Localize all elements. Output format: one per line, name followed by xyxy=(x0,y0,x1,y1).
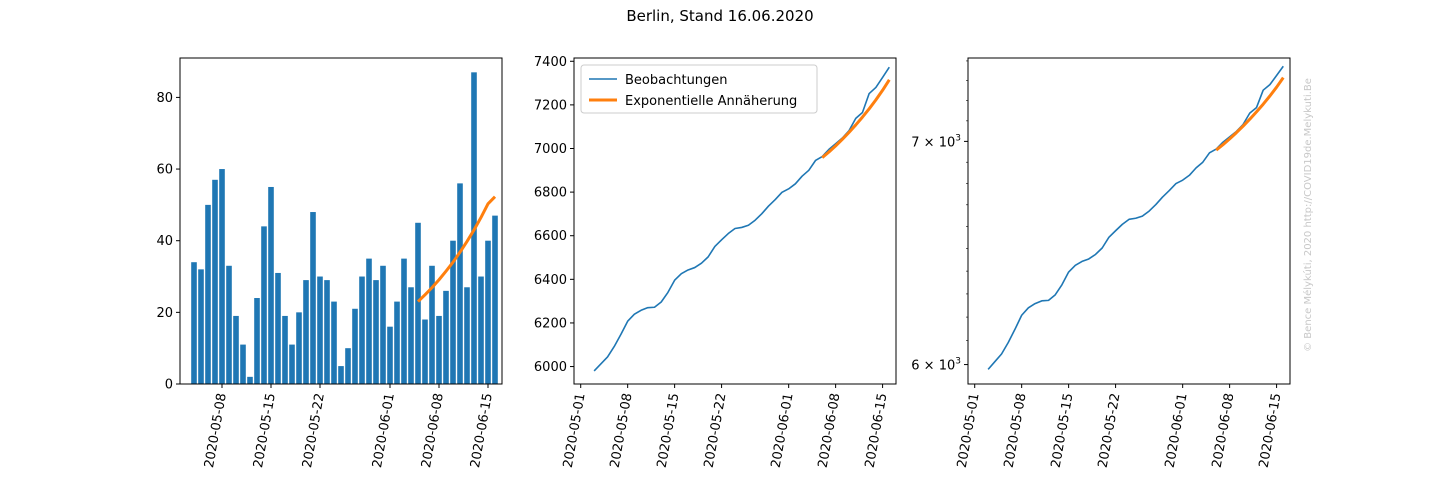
log-chart-ytick-base: 7 × 10 xyxy=(911,135,955,150)
daily-bar xyxy=(457,183,463,384)
daily-bar xyxy=(324,280,330,384)
linear-chart-xtick-label: 2020-05-08 xyxy=(608,392,636,469)
daily-bar xyxy=(478,276,484,384)
daily-bar xyxy=(240,344,246,384)
daily-bar xyxy=(282,315,288,384)
daily-bar xyxy=(310,212,316,384)
bar-chart-xtick-label: 2020-05-08 xyxy=(202,392,230,469)
daily-bar xyxy=(366,258,372,384)
daily-bar xyxy=(198,269,204,384)
log-chart-xtick-label: 2020-05-22 xyxy=(1096,392,1124,469)
daily-bar xyxy=(191,262,197,384)
linear-chart-xtick-label: 2020-05-15 xyxy=(655,392,683,469)
log-chart-xtick-label: 2020-06-01 xyxy=(1163,392,1191,469)
daily-bar xyxy=(422,319,428,384)
daily-bar xyxy=(352,308,358,384)
daily-bar xyxy=(268,186,274,384)
daily-bar xyxy=(226,265,232,384)
linear-chart-axes-frame xyxy=(573,57,897,385)
linear-chart-xtick-label: 2020-05-22 xyxy=(702,392,730,469)
daily-bar xyxy=(450,240,456,384)
daily-bar xyxy=(401,258,407,384)
daily-bar xyxy=(387,326,393,384)
daily-new-cases-bar-chart: 2020-05-08 2020-05-15 2020-05-22 2020-06-01… xyxy=(156,57,503,469)
daily-bar xyxy=(373,280,379,384)
daily-bar xyxy=(212,179,218,384)
linear-chart-ytick-label: 6600 xyxy=(534,229,567,244)
daily-bar xyxy=(233,315,239,384)
log-chart-ytick-label: 7 × 103 xyxy=(911,133,961,150)
linear-chart-ytick-label: 7000 xyxy=(534,142,567,157)
daily-bar xyxy=(219,169,225,384)
daily-bar xyxy=(359,276,365,384)
daily-bar xyxy=(429,265,435,384)
bar-chart-ytick-label: 20 xyxy=(156,306,173,321)
log-chart-ytick-exponent: 3 xyxy=(955,133,961,143)
daily-bar xyxy=(303,280,309,384)
bar-chart-xtick-label: 2020-05-15 xyxy=(251,392,279,469)
daily-bar xyxy=(247,376,253,384)
legend-fit-label: Exponentielle Annäherung xyxy=(625,94,797,109)
bar-chart-ytick-label: 60 xyxy=(156,163,173,178)
linear-chart-ytick-label: 7200 xyxy=(534,98,567,113)
copyright-watermark: © Bence Mélykúti, 2020 http://COVID19de.… xyxy=(1302,78,1314,352)
linear-chart-ytick-label: 6400 xyxy=(534,273,567,288)
daily-bar xyxy=(394,301,400,384)
linear-chart-ytick-label: 7400 xyxy=(534,55,567,70)
bar-chart-xtick-label: 2020-06-15 xyxy=(468,392,496,469)
exponential-fit-line xyxy=(821,79,891,159)
daily-bar xyxy=(415,222,421,384)
bar-chart-xtick-label: 2020-05-22 xyxy=(300,392,328,469)
daily-fit-line xyxy=(416,195,497,303)
daily-bar xyxy=(254,298,260,384)
log-chart-ytick-exponent: 3 xyxy=(955,357,961,367)
linear-chart-ytick-label: 6200 xyxy=(534,316,567,331)
bar-chart-ytick-label: 80 xyxy=(156,91,173,106)
daily-bar xyxy=(275,272,281,384)
linear-chart-ytick-label: 6000 xyxy=(534,360,567,375)
log-chart-xtick-label: 2020-06-08 xyxy=(1210,392,1238,469)
bar-chart-ytick-label: 40 xyxy=(156,234,173,249)
daily-bar xyxy=(345,348,351,384)
daily-bar xyxy=(485,240,491,384)
daily-bar xyxy=(338,366,344,384)
log-exponential-fit-line xyxy=(1215,76,1285,152)
daily-bar xyxy=(436,315,442,384)
log-chart-xtick-label: 2020-05-15 xyxy=(1049,392,1077,469)
daily-bar xyxy=(331,301,337,384)
daily-bar xyxy=(317,276,323,384)
linear-chart-xtick-label: 2020-05-01 xyxy=(561,392,589,469)
log-chart-ytick-base: 6 × 10 xyxy=(911,359,955,374)
bar-chart-ytick-label: 0 xyxy=(165,378,173,393)
linear-chart-ytick-label: 6800 xyxy=(534,186,567,201)
linear-chart-xtick-label: 2020-06-15 xyxy=(863,392,891,469)
daily-bar xyxy=(296,312,302,384)
log-chart-axes-frame xyxy=(967,57,1291,385)
legend-observations-label: Beobachtungen xyxy=(625,73,728,88)
bar-chart-xtick-label: 2020-06-01 xyxy=(370,392,398,469)
legend-box xyxy=(580,64,818,114)
daily-bar xyxy=(289,344,295,384)
log-chart-ytick-label: 6 × 103 xyxy=(911,357,961,374)
daily-bar xyxy=(380,265,386,384)
daily-bar xyxy=(443,290,449,384)
cumulative-cases-linear-chart: 2020-05-01 2020-05-08 2020-05-15 2020-05-22… xyxy=(534,55,897,469)
bar-chart-xtick-label: 2020-06-08 xyxy=(419,392,447,469)
daily-bar xyxy=(408,287,414,384)
log-chart-xtick-label: 2020-06-15 xyxy=(1257,392,1285,469)
daily-bar xyxy=(261,226,267,384)
bar-chart-axes-frame xyxy=(179,57,503,385)
daily-bar xyxy=(492,215,498,384)
log-chart-xtick-label: 2020-05-08 xyxy=(1002,392,1030,469)
daily-bar xyxy=(205,204,211,384)
daily-bar xyxy=(464,287,470,384)
linear-chart-xtick-label: 2020-06-08 xyxy=(816,392,844,469)
figure-title: Berlin, Stand 16.06.2020 xyxy=(626,7,813,25)
log-observations-line xyxy=(987,65,1284,370)
log-chart-xtick-label: 2020-05-01 xyxy=(955,392,983,469)
linear-chart-xtick-label: 2020-06-01 xyxy=(769,392,797,469)
cumulative-cases-log-chart: 2020-05-01 2020-05-08 2020-05-15 2020-05-22… xyxy=(911,57,1291,469)
